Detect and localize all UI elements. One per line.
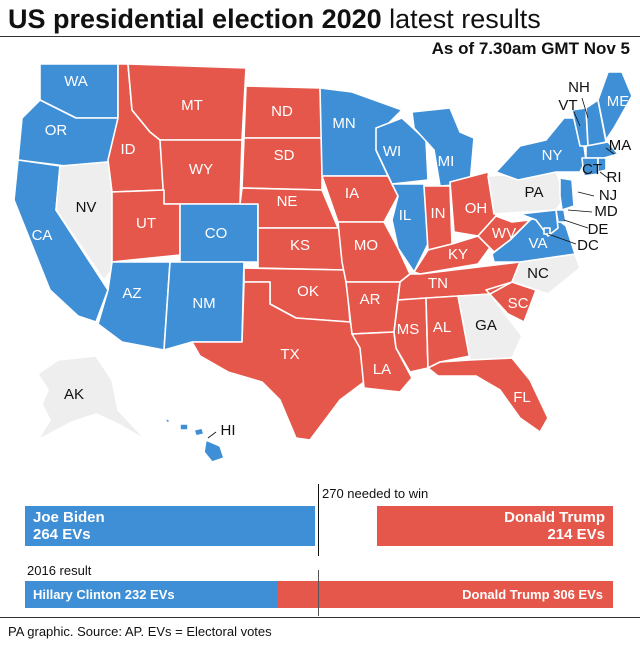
label-AL: AL [433,319,451,336]
trump-name: Donald Trump [504,509,605,526]
threshold-label: 270 needed to win [322,486,429,501]
state-AL[interactable] [425,295,471,369]
trump-2016-bar: Donald Trump 306 EVs [277,581,613,608]
label-NY: NY [542,147,563,164]
label-VT: VT [558,97,577,114]
label-SC: SC [508,295,529,312]
label-NE: NE [277,193,298,210]
state-IA[interactable] [321,175,399,223]
state-NJ[interactable] [559,177,575,211]
biden-evs: 264 EVs [33,526,91,543]
label-AR: AR [360,291,381,308]
label-KY: KY [448,246,468,263]
trump-evs: 214 EVs [547,526,605,543]
northeast-callouts [207,97,615,439]
state-WI[interactable] [375,117,429,185]
state-SD[interactable] [241,137,323,191]
label-MS: MS [397,321,420,338]
state-WV[interactable] [477,215,531,253]
label-CO: CO [205,225,228,242]
trump-bar: Donald Trump 214 EVs [377,506,613,546]
biden-bar: Joe Biden 264 EVs [25,506,315,546]
state-GA[interactable] [457,293,523,361]
label-ME: ME [607,93,630,110]
label-TN: TN [428,275,448,292]
label-DE: DE [588,221,609,238]
label-GA: GA [475,317,497,334]
label-PA: PA [525,184,544,201]
label-LA: LA [373,361,391,378]
page-title: US presidential election 2020 latest res… [8,2,541,36]
label-NJ: NJ [599,187,617,204]
threshold-line-2016 [318,570,319,616]
footer-source: PA graphic. Source: AP. EVs = Electoral … [8,624,272,639]
threshold-line-2020 [318,484,319,556]
label-DC: DC [577,237,599,254]
label-AK: AK [64,386,84,403]
label-MA: MA [609,137,632,154]
state-AK[interactable] [37,355,147,441]
state-TX[interactable] [191,281,381,441]
label-MN: MN [332,115,355,132]
label-AZ: AZ [122,285,141,302]
label-WA: WA [64,73,88,90]
label-SD: SD [274,147,295,164]
result-2016-label: 2016 result [27,563,92,578]
biden-name: Joe Biden [33,509,105,526]
label-IA: IA [345,185,359,202]
label-TX: TX [280,346,299,363]
label-ID: ID [121,141,136,158]
label-KS: KS [290,237,310,254]
label-IL: IL [399,207,412,224]
label-OK: OK [297,283,319,300]
label-WI: WI [383,143,401,160]
state-SC[interactable] [485,281,537,323]
state-ME[interactable] [597,71,633,141]
label-FL: FL [513,389,531,406]
clinton-2016-text: Hillary Clinton 232 EVs [33,587,175,602]
label-WY: WY [189,161,213,178]
state-labels: WA OR CA NV ID MT WY UT CO AZ NM ND SD N… [32,73,632,439]
footer-divider [0,617,640,618]
state-DC[interactable] [543,227,551,235]
state-NC[interactable] [489,253,581,295]
label-UT: UT [136,215,156,232]
label-MI: MI [438,153,455,170]
label-NV: NV [76,199,97,216]
label-MT: MT [181,97,203,114]
label-ND: ND [271,103,293,120]
label-HI: HI [221,422,236,439]
title-divider [0,36,640,37]
state-MA[interactable] [585,141,619,159]
clinton-2016-bar: Hillary Clinton 232 EVs [25,581,277,608]
state-RI[interactable] [597,157,607,173]
state-AR[interactable] [345,281,401,335]
title-sub: latest results [389,4,541,34]
state-HI[interactable] [163,417,225,463]
label-MD: MD [594,203,617,220]
as-of-timestamp: As of 7.30am GMT Nov 5 [431,39,630,58]
us-election-map: WA OR CA NV ID MT WY UT CO AZ NM ND SD N… [13,63,633,463]
state-FL[interactable] [427,357,549,433]
label-MO: MO [354,237,378,254]
title-main: US presidential election 2020 [8,4,382,34]
label-RI: RI [607,169,622,186]
label-NH: NH [568,79,590,96]
label-NC: NC [527,265,549,282]
state-CT[interactable] [581,157,599,177]
label-WV: WV [492,225,516,242]
label-IN: IN [431,205,446,222]
label-VA: VA [529,235,548,252]
label-CA: CA [32,227,53,244]
label-CT: CT [582,161,602,178]
label-OR: OR [45,122,68,139]
label-OH: OH [465,200,488,217]
trump-2016-text: Donald Trump 306 EVs [462,587,603,602]
label-NM: NM [192,295,215,312]
